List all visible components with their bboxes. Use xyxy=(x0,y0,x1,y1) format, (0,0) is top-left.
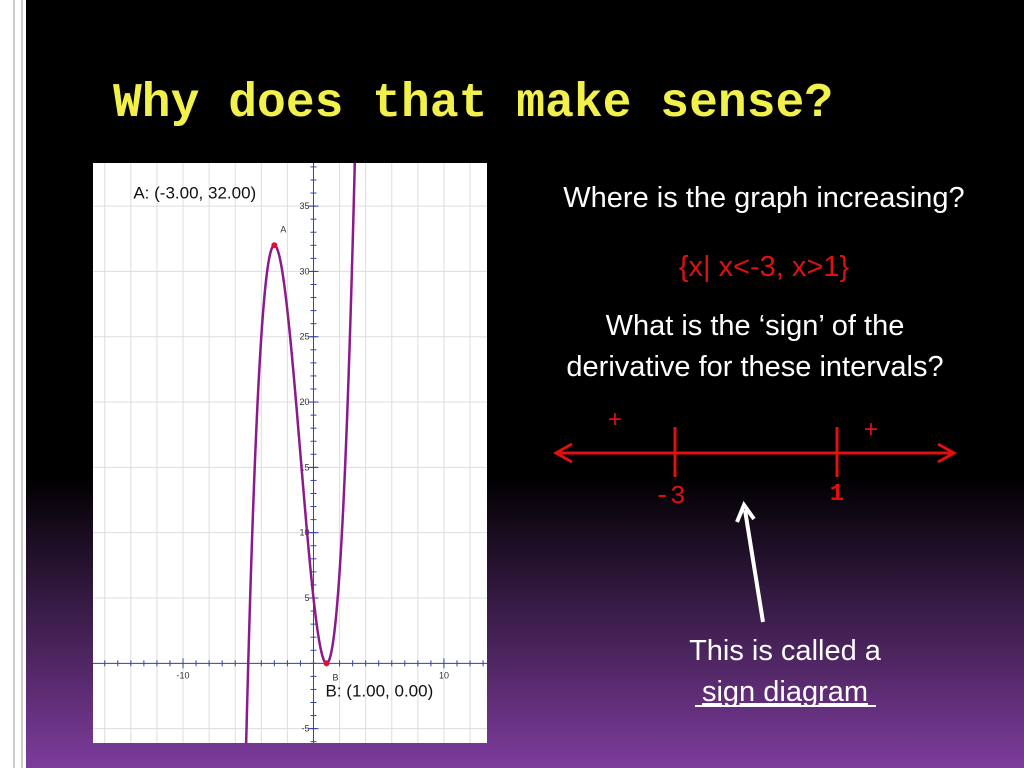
graph: -10 10 -5 5 10 15 20 25 30 35 A A: (-3.00, 32.00) BB… xyxy=(93,163,487,743)
point-caption: A: (-3.00, 32.00) xyxy=(133,183,256,202)
question: derivative for these intervals? xyxy=(566,351,943,383)
question: Where is the graph increasing? xyxy=(563,182,964,214)
point-label: A xyxy=(280,224,286,234)
answer: {x| x<-3, x>1} xyxy=(679,251,850,283)
y-tick-label: 10 xyxy=(299,528,309,538)
y-tick-label: 15 xyxy=(299,462,309,472)
critical-point: 1 xyxy=(830,481,844,508)
y-tick-label: 25 xyxy=(299,332,309,342)
question: What is the ‘sign’ of the xyxy=(606,310,905,342)
number-line xyxy=(552,427,958,477)
note: This is called a xyxy=(689,635,882,667)
y-tick-label: 35 xyxy=(299,201,309,211)
curve xyxy=(244,163,357,743)
point-label: B xyxy=(333,672,339,682)
graph-background xyxy=(93,163,487,743)
note: sign diagram xyxy=(702,676,868,708)
x-tick-label: -10 xyxy=(177,670,190,680)
point xyxy=(271,242,278,249)
y-tick-label: 5 xyxy=(304,593,309,603)
sign: + xyxy=(864,418,878,445)
y-tick-label: 20 xyxy=(299,397,309,407)
y-tick-label: -5 xyxy=(301,724,309,734)
x-tick-label: 10 xyxy=(439,670,449,680)
critical-point: -3 xyxy=(654,481,685,511)
arrow xyxy=(735,500,765,623)
point-caption: B: (1.00, 0.00) xyxy=(326,681,434,700)
y-tick-label: 30 xyxy=(299,266,309,276)
point xyxy=(323,660,330,667)
sign: + xyxy=(608,408,622,435)
slide-title: Why does that make sense? xyxy=(113,77,833,131)
